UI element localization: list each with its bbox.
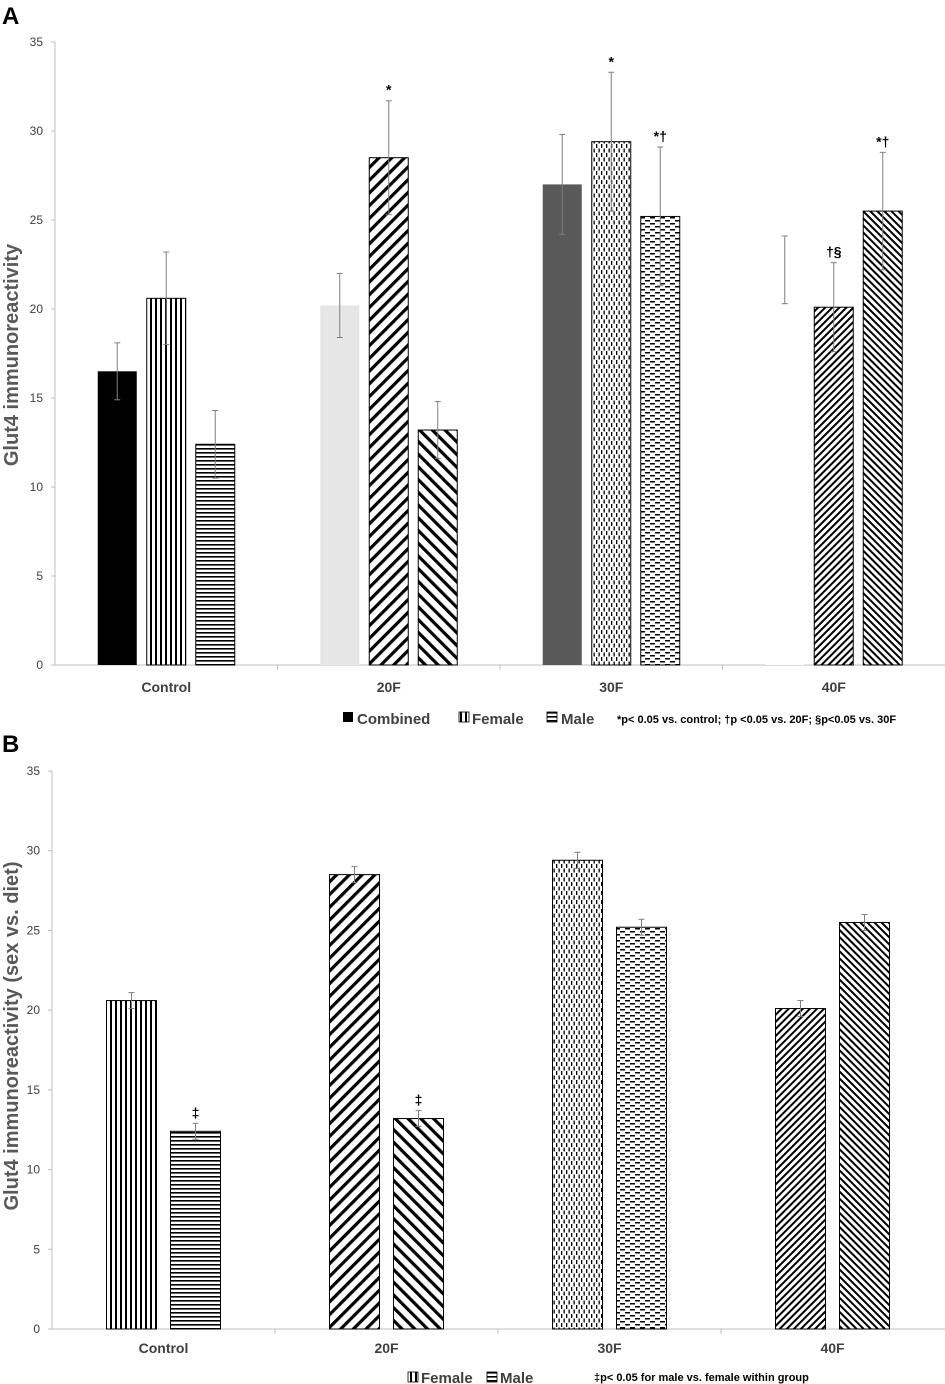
- panel-a-category-label: 40F: [822, 679, 847, 695]
- panel-b-significance-marker: ‡: [415, 1092, 423, 1108]
- panel-a-bar-combined-20f: [320, 305, 360, 665]
- panel-b-y-tick-label: 0: [33, 1322, 40, 1336]
- panel-a-bar-combined-40f: [765, 269, 805, 665]
- panel-a-y-axis-title: Glut4 immunoreactivity: [1, 243, 23, 466]
- panel-a-significance-marker: †§: [826, 244, 842, 260]
- panel-a-category-label: 20F: [377, 679, 402, 695]
- legend-swatch-male-b: [486, 1371, 498, 1383]
- panel-a-y-tick-label: 30: [30, 124, 44, 138]
- panel-b-bar-female-control: [106, 1000, 157, 1330]
- panel-b-y-tick-label: 10: [27, 1163, 41, 1177]
- legend-swatch-female: [458, 711, 470, 723]
- panel-a-bar-male-40f: [862, 210, 903, 666]
- panel-a-y-tick-label: 25: [30, 213, 44, 227]
- panel-a-y-tick-label: 15: [30, 391, 44, 405]
- panel-a-significance-marker: *†: [876, 133, 889, 149]
- panel-a-bar-male-30f: [640, 215, 681, 666]
- panel-a-bar-female-40f: [813, 306, 854, 666]
- panel-b-significance-marker: ‡: [192, 1104, 200, 1120]
- panel-b-footnote: ‡p< 0.05 for male vs. female within grou…: [594, 1372, 809, 1384]
- legend-label-female-b: Female: [421, 1370, 473, 1384]
- panel-a-significance-marker: *: [609, 53, 615, 69]
- legend-swatch-male: [546, 711, 558, 723]
- panel-b-bar-female-30f: [552, 859, 603, 1330]
- panel-a-bar-female-20f: [368, 157, 409, 666]
- panel-a-significance-marker: *: [386, 82, 392, 98]
- panel-b-y-tick-label: 5: [33, 1242, 40, 1256]
- panel-b-y-tick-label: 35: [27, 764, 41, 778]
- legend-label-male-b: Male: [500, 1370, 533, 1384]
- panel-a-footnote: *p< 0.05 vs. control; †p <0.05 vs. 20F; …: [617, 714, 896, 726]
- panel-b-y-tick-label: 25: [27, 923, 41, 937]
- legend-swatch-combined: [343, 712, 353, 722]
- panel-a-bar-male-control: [195, 443, 236, 666]
- panel-b-legend: Female Male ‡p< 0.05 for male vs. female…: [407, 1370, 809, 1384]
- panel-a-y-tick-label: 20: [30, 302, 44, 316]
- panel-a-bar-male-20f: [417, 429, 458, 666]
- panel-b-bar-female-20f: [329, 874, 380, 1330]
- panel-a-y-tick-label: 0: [36, 658, 43, 672]
- panel-a-bar-combined-30f: [542, 184, 582, 665]
- panel-a-category-label: Control: [141, 679, 191, 695]
- panel-b-y-axis-title: Glut4 immunoreactivity (sex vs. diet): [1, 862, 23, 1211]
- panel-a-bar-female-30f: [591, 141, 632, 666]
- panel-b-category-label: 20F: [374, 1340, 399, 1356]
- panel-a-bar-combined-control: [97, 371, 137, 665]
- panel-a-bar-female-control: [146, 297, 187, 666]
- panel-b-category-label: Control: [139, 1340, 189, 1356]
- panel-b-category-label: 30F: [597, 1340, 622, 1356]
- panel-b-bar-male-20f: [393, 1118, 444, 1330]
- legend-label-male: Male: [561, 711, 594, 728]
- panel-b-bar-female-40f: [775, 1008, 826, 1330]
- panel-b-y-tick-label: 30: [27, 844, 41, 858]
- panel-b-plot: 0 5 10 15 20 25 30 35 Control ‡ 20F ‡ 30F 40F: [27, 764, 945, 1356]
- legend-label-combined: Combined: [357, 711, 430, 728]
- panel-a-y-tick-label: 10: [30, 480, 44, 494]
- panel-a-category-label: 30F: [599, 679, 624, 695]
- panel-a-legend: Combined Female Male *p< 0.05 vs. contro…: [343, 711, 896, 728]
- panel-a-y-tick-label: 5: [36, 569, 43, 583]
- legend-swatch-female-b: [407, 1371, 419, 1383]
- panel-a-y-tick-label: 35: [30, 35, 44, 49]
- legend-label-female: Female: [472, 711, 524, 728]
- panel-b-bar-male-30f: [616, 926, 667, 1330]
- panel-b-y-tick-label: 20: [27, 1003, 41, 1017]
- panel-a-significance-marker: *†: [654, 128, 667, 144]
- panel-b-bar-male-control: [170, 1130, 221, 1330]
- panel-b-letter: B: [2, 731, 19, 758]
- panel-b-y-tick-label: 15: [27, 1083, 41, 1097]
- panel-b-bar-male-40f: [839, 921, 890, 1330]
- panel-a-plot: 0 5 10 15 20 25 30 35 Control 20F * 30F * *† 40F †§ *†: [30, 35, 945, 695]
- panel-a-letter: A: [2, 3, 19, 30]
- panel-b-category-label: 40F: [820, 1340, 845, 1356]
